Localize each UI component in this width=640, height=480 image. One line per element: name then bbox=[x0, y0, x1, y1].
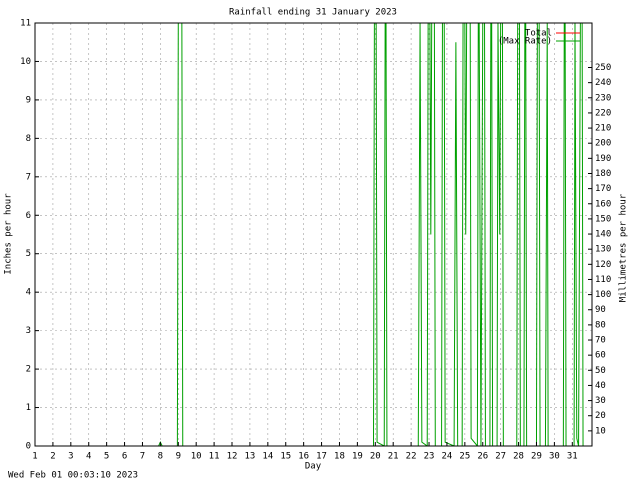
y2-tick-label: 220 bbox=[595, 108, 611, 118]
x-tick-label: 17 bbox=[316, 452, 327, 462]
y2-tick-label: 180 bbox=[595, 169, 611, 179]
y-tick-label: 9 bbox=[26, 95, 31, 105]
y2-tick-label: 30 bbox=[595, 396, 606, 406]
y-tick-label: 8 bbox=[26, 134, 31, 144]
y-tick-label: 1 bbox=[26, 403, 31, 413]
x-tick-label: 7 bbox=[140, 452, 145, 462]
y2-tick-label: 190 bbox=[595, 154, 611, 164]
x-tick-label: 5 bbox=[104, 452, 109, 462]
chart-title: Rainfall ending 31 January 2023 bbox=[229, 8, 397, 18]
x-tick-label: 28 bbox=[513, 452, 524, 462]
x-tick-label: 11 bbox=[209, 452, 220, 462]
x-tick-label: 8 bbox=[158, 452, 163, 462]
y2-tick-label: 80 bbox=[595, 320, 606, 330]
y-tick-label: 5 bbox=[26, 249, 31, 259]
y-tick-label: 11 bbox=[20, 19, 31, 29]
x-tick-label: 25 bbox=[459, 452, 470, 462]
x-tick-label: 24 bbox=[442, 452, 453, 462]
x-tick-label: 21 bbox=[388, 452, 399, 462]
data-line bbox=[35, 23, 592, 446]
legend-label: Total bbox=[525, 29, 552, 39]
x-tick-label: 13 bbox=[244, 452, 255, 462]
y2-tick-label: 150 bbox=[595, 214, 611, 224]
legend-label: (Max Rate) bbox=[498, 37, 552, 47]
x-tick-label: 1 bbox=[32, 452, 37, 462]
y2-tick-label: 170 bbox=[595, 184, 611, 194]
x-tick-label: 10 bbox=[191, 452, 202, 462]
x-tick-label: 29 bbox=[531, 452, 542, 462]
y2-tick-label: 10 bbox=[595, 426, 606, 436]
y2-tick-label: 140 bbox=[595, 230, 611, 240]
y2-tick-label: 110 bbox=[595, 275, 611, 285]
x-tick-label: 16 bbox=[298, 452, 309, 462]
y2-tick-label: 70 bbox=[595, 336, 606, 346]
x-tick-label: 19 bbox=[352, 452, 363, 462]
y2-tick-label: 120 bbox=[595, 260, 611, 270]
x-tick-label: 23 bbox=[424, 452, 435, 462]
y2-tick-label: 90 bbox=[595, 305, 606, 315]
x-tick-label: 20 bbox=[370, 452, 381, 462]
x-axis-label: Day bbox=[305, 462, 322, 472]
y2-tick-label: 240 bbox=[595, 78, 611, 88]
x-tick-label: 15 bbox=[280, 452, 291, 462]
timestamp: Wed Feb 01 00:03:10 2023 bbox=[8, 471, 138, 480]
y-tick-label: 2 bbox=[26, 365, 31, 375]
x-tick-label: 26 bbox=[477, 452, 488, 462]
y2-tick-label: 230 bbox=[595, 93, 611, 103]
x-tick-label: 3 bbox=[68, 452, 73, 462]
y2-tick-label: 200 bbox=[595, 139, 611, 149]
x-tick-label: 18 bbox=[334, 452, 345, 462]
x-tick-label: 4 bbox=[86, 452, 91, 462]
plot-frame bbox=[34, 22, 593, 447]
plot-area bbox=[35, 23, 592, 446]
y-tick-label: 6 bbox=[26, 211, 31, 221]
y-tick-label: 0 bbox=[26, 442, 31, 452]
x-tick-label: 12 bbox=[227, 452, 238, 462]
x-tick-label: 6 bbox=[122, 452, 127, 462]
x-tick-label: 30 bbox=[549, 452, 560, 462]
y2-axis-label: Millimetres per hour bbox=[619, 193, 629, 302]
y-axis-label: Inches per hour bbox=[4, 193, 14, 275]
y-tick-label: 10 bbox=[20, 57, 31, 67]
x-tick-label: 22 bbox=[406, 452, 417, 462]
y2-tick-label: 60 bbox=[595, 351, 606, 361]
axes-layer: 0123456789101110203040506070809010011012… bbox=[20, 19, 611, 462]
y-tick-label: 4 bbox=[26, 288, 31, 298]
x-tick-label: 9 bbox=[176, 452, 181, 462]
y-tick-label: 3 bbox=[26, 326, 31, 336]
x-tick-label: 2 bbox=[50, 452, 55, 462]
x-tick-label: 14 bbox=[262, 452, 273, 462]
y2-tick-label: 20 bbox=[595, 411, 606, 421]
y2-tick-label: 100 bbox=[595, 290, 611, 300]
y2-tick-label: 210 bbox=[595, 124, 611, 134]
x-tick-label: 31 bbox=[567, 452, 578, 462]
y-tick-label: 7 bbox=[26, 172, 31, 182]
x-tick-label: 27 bbox=[495, 452, 506, 462]
y2-tick-label: 160 bbox=[595, 199, 611, 209]
y2-tick-label: 250 bbox=[595, 63, 611, 73]
y2-tick-label: 130 bbox=[595, 245, 611, 255]
grid-layer bbox=[34, 22, 592, 447]
y2-tick-label: 50 bbox=[595, 366, 606, 376]
y2-tick-label: 40 bbox=[595, 381, 606, 391]
